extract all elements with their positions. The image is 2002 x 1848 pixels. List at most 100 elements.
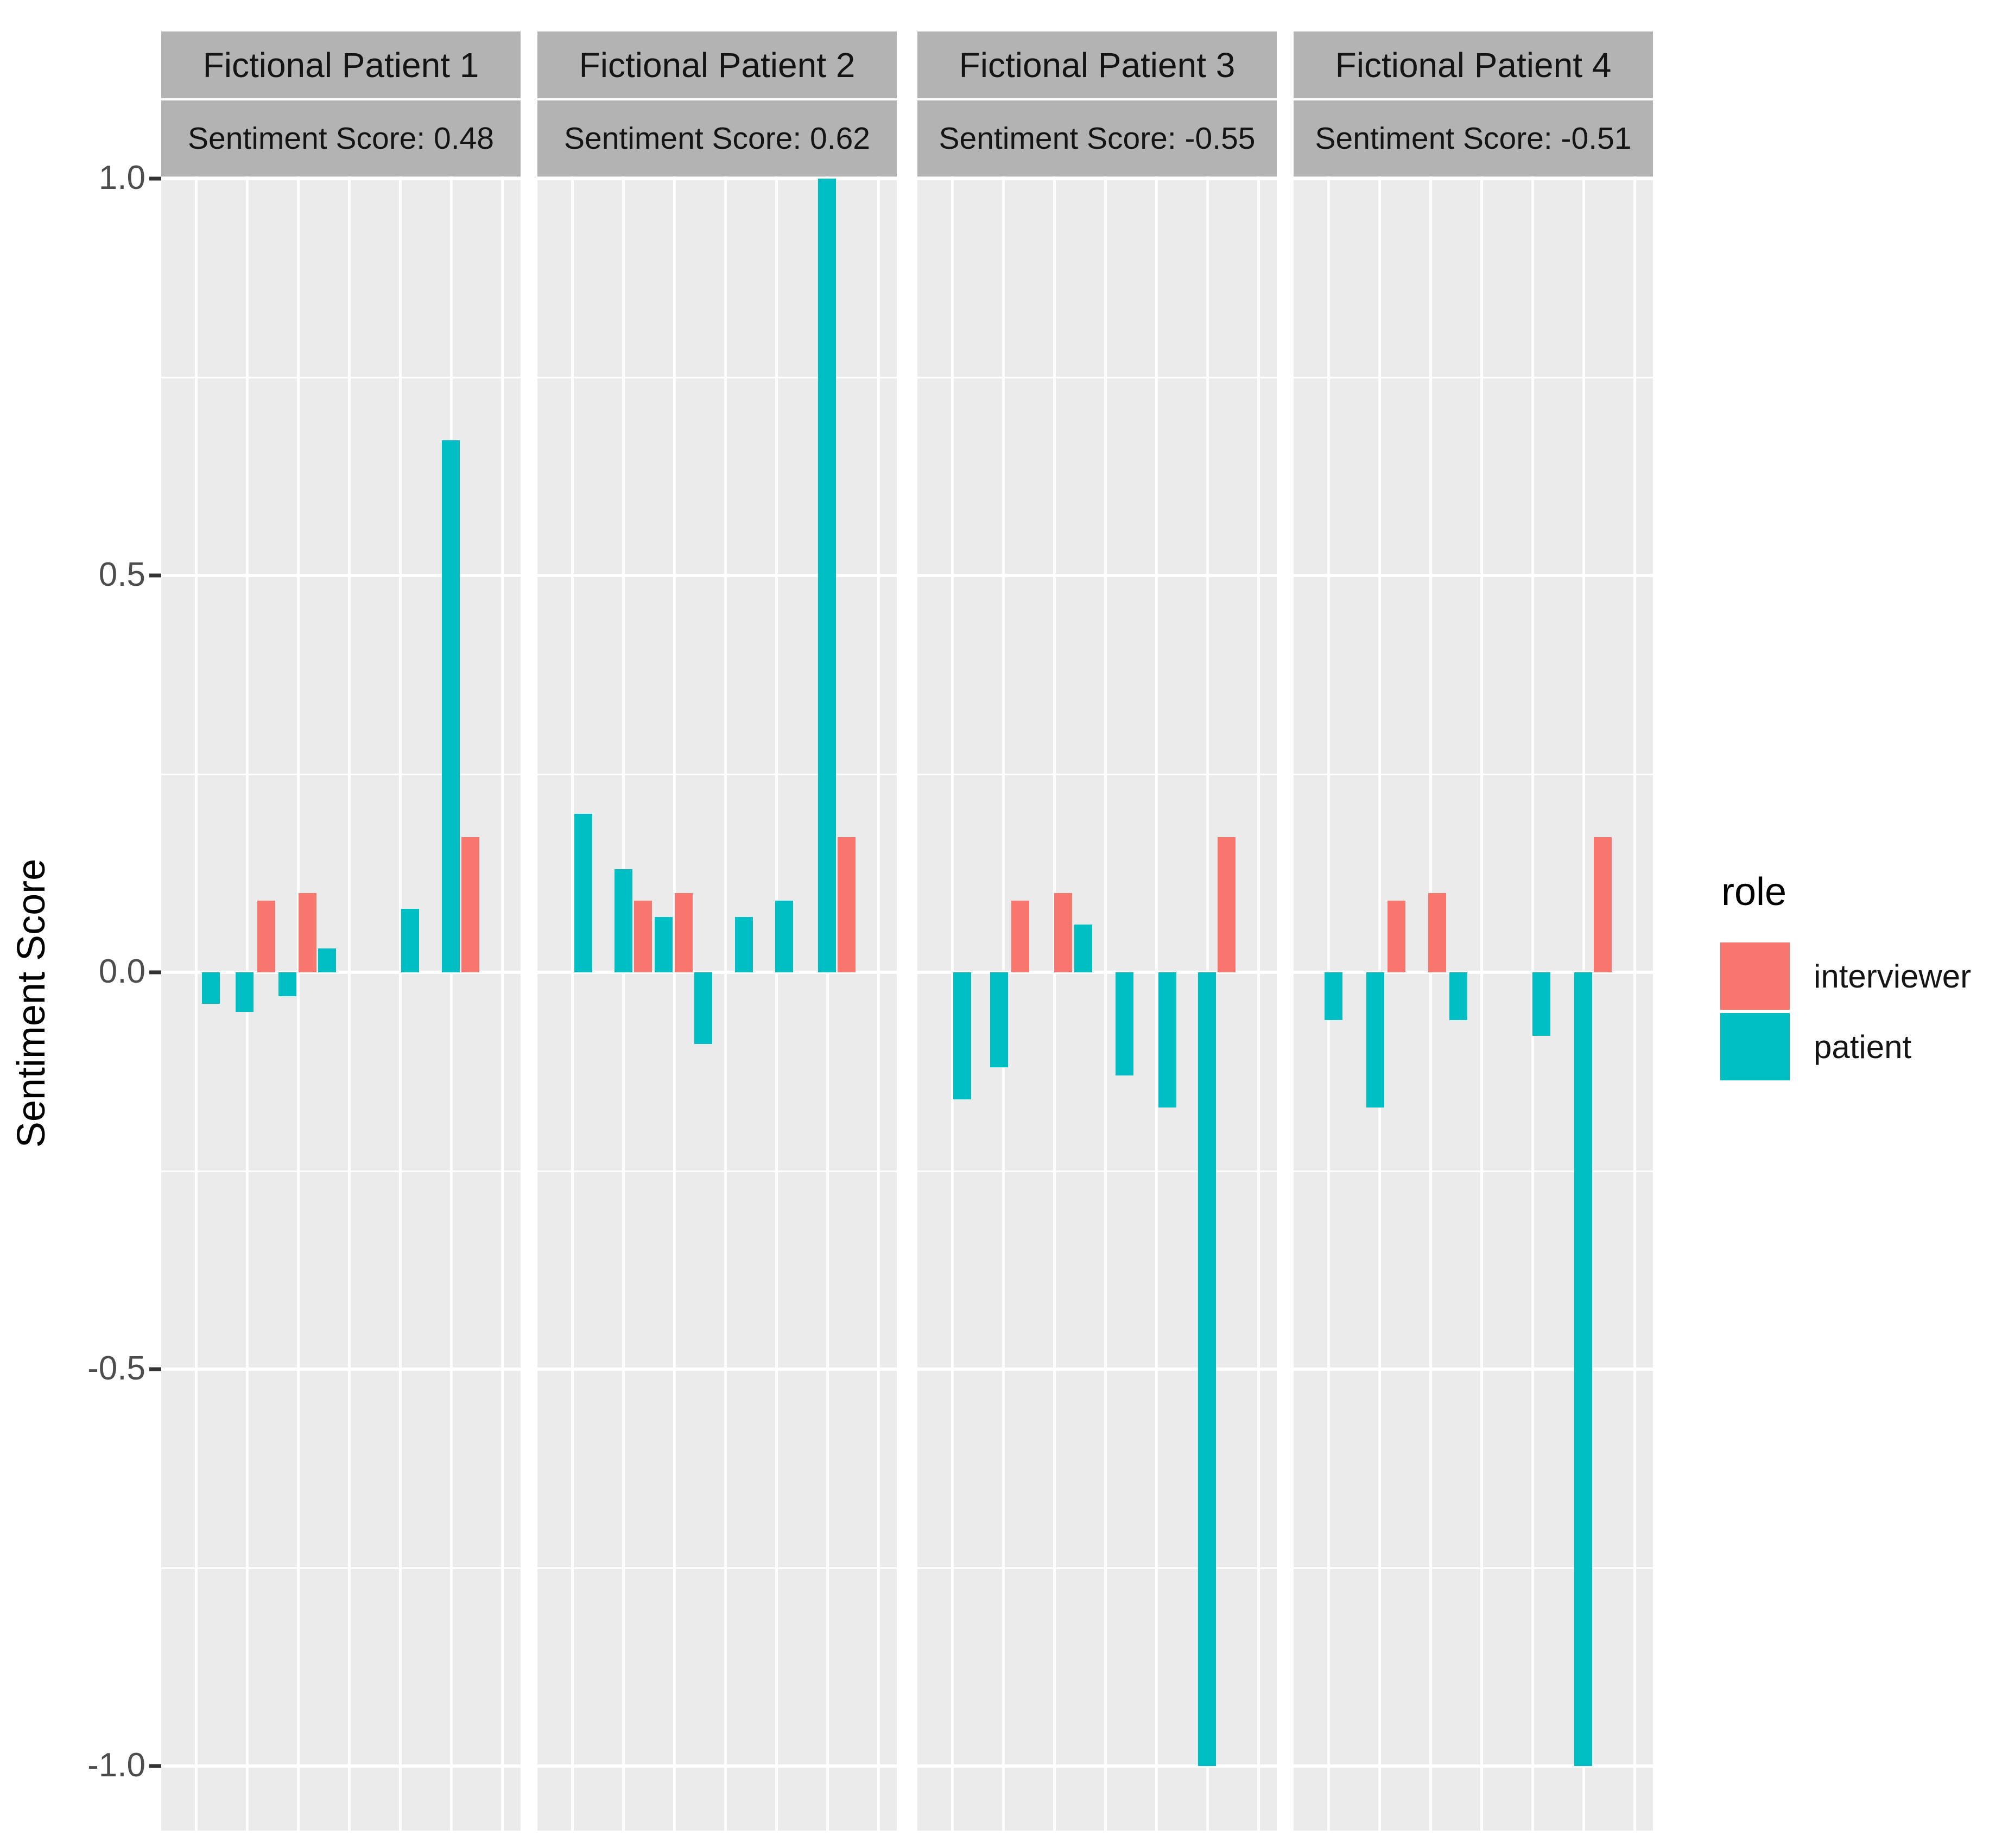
facet-strip-subtitle: Sentiment Score: 0.62 (537, 100, 897, 176)
vertical-gridline (1429, 176, 1432, 1831)
vertical-gridline (673, 176, 676, 1831)
major-gridline (161, 971, 521, 974)
bar-patient (1574, 972, 1593, 1766)
vertical-gridline (1480, 176, 1483, 1831)
legend-item-interviewer: interviewer (1720, 942, 2002, 1010)
vertical-gridline (571, 176, 574, 1831)
bar-interviewer (257, 901, 275, 972)
vertical-gridline (775, 176, 778, 1831)
major-gridline (917, 971, 1277, 974)
bar-patient (990, 972, 1009, 1068)
y-tick-label: -0.5 (87, 1350, 145, 1388)
y-tick-label: -1.0 (87, 1746, 145, 1784)
facet-strip-subtitle: Sentiment Score: 0.48 (161, 100, 521, 176)
legend-items: interviewer patient (1720, 942, 2002, 1080)
major-gridline (537, 1764, 897, 1768)
chart-panel (917, 176, 1277, 1831)
bar-patient (278, 972, 296, 996)
bar-interviewer (1054, 893, 1072, 972)
vertical-gridline (501, 176, 504, 1831)
minor-gridline (537, 1567, 897, 1569)
legend-swatch-patient (1720, 1013, 1790, 1080)
vertical-gridline (1053, 176, 1056, 1831)
bar-patient (694, 972, 712, 1044)
legend-label: interviewer (1814, 958, 1972, 995)
bar-patient (1198, 972, 1217, 1766)
vertical-gridline (348, 176, 351, 1831)
bar-interviewer (1594, 837, 1612, 972)
legend-item-patient: patient (1720, 1013, 2002, 1080)
vertical-gridline (724, 176, 727, 1831)
bar-patient (574, 813, 593, 972)
bar-interviewer (1387, 901, 1405, 972)
bar-interviewer (461, 837, 480, 972)
vertical-gridline (399, 176, 402, 1831)
chart-panel (161, 176, 521, 1831)
minor-gridline (161, 1170, 521, 1172)
bar-patient (1116, 972, 1134, 1076)
legend-swatch-interviewer (1720, 942, 1790, 1010)
vertical-gridline (297, 176, 300, 1831)
chart-panel (1294, 176, 1653, 1831)
bar-patient (201, 972, 220, 1004)
facet-strip-title: Fictional Patient 3 (917, 31, 1277, 98)
minor-gridline (1294, 1170, 1653, 1172)
chart-panel (537, 176, 897, 1831)
bar-patient (1532, 972, 1551, 1036)
y-tick-mark (149, 970, 161, 974)
minor-gridline (917, 1170, 1277, 1172)
y-tick-label: 1.0 (98, 159, 145, 197)
y-tick-label: 0.0 (98, 953, 145, 991)
y-tick-mark (149, 1367, 161, 1371)
minor-gridline (537, 773, 897, 775)
bar-interviewer (1218, 837, 1236, 972)
major-gridline (1294, 1764, 1653, 1768)
legend: role interviewer patient (1720, 870, 2002, 1084)
y-axis-title: Sentiment Score (10, 858, 53, 1148)
minor-gridline (1294, 773, 1653, 775)
major-gridline (1294, 574, 1653, 577)
major-gridline (537, 971, 897, 974)
bar-patient (1449, 972, 1468, 1020)
vertical-gridline (877, 176, 880, 1831)
minor-gridline (161, 1567, 521, 1569)
vertical-gridline (195, 176, 198, 1831)
bar-patient (1158, 972, 1176, 1107)
bar-patient (775, 901, 793, 972)
major-gridline (917, 1764, 1277, 1768)
bar-patient (818, 179, 837, 972)
bar-patient (236, 972, 254, 1012)
major-gridline (1294, 971, 1653, 974)
major-gridline (917, 574, 1277, 577)
major-gridline (1294, 1368, 1653, 1371)
vertical-gridline (951, 176, 954, 1831)
bar-patient (953, 972, 971, 1099)
major-gridline (537, 1368, 897, 1371)
legend-label: patient (1814, 1028, 1912, 1065)
bar-patient (1366, 972, 1384, 1107)
facet-strip-title: Fictional Patient 4 (1294, 31, 1653, 98)
bar-patient (735, 916, 753, 972)
vertical-gridline (826, 176, 829, 1831)
bar-patient (401, 909, 420, 972)
bar-patient (614, 869, 633, 972)
major-gridline (161, 177, 521, 180)
bar-patient (318, 948, 337, 972)
vertical-gridline (622, 176, 625, 1831)
facet-strip-title: Fictional Patient 1 (161, 31, 521, 98)
minor-gridline (161, 376, 521, 378)
y-tick-mark (149, 573, 161, 578)
major-gridline (917, 1368, 1277, 1371)
bar-patient (1074, 925, 1093, 972)
bar-interviewer (634, 901, 652, 972)
bar-interviewer (298, 893, 316, 972)
minor-gridline (1294, 376, 1653, 378)
bar-interviewer (1428, 893, 1447, 972)
bar-patient (654, 916, 673, 972)
major-gridline (161, 574, 521, 577)
facet-strip-subtitle: Sentiment Score: -0.51 (1294, 100, 1653, 176)
y-tick-label: 0.5 (98, 556, 145, 594)
vertical-gridline (1633, 176, 1636, 1831)
vertical-gridline (1104, 176, 1107, 1831)
